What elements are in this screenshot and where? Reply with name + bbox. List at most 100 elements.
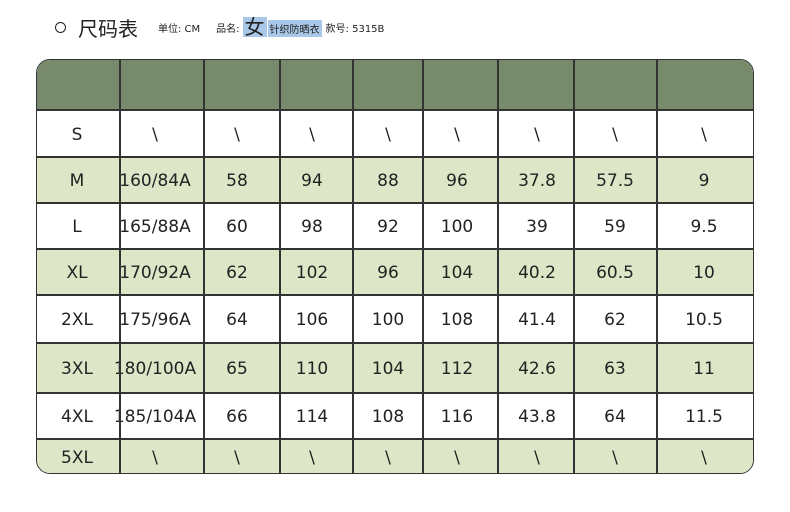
table-cell: 39 xyxy=(526,217,548,237)
column-divider xyxy=(279,60,281,473)
row-divider xyxy=(37,294,753,296)
unit-label: 单位: CM xyxy=(158,23,201,35)
size-label: 5XL xyxy=(61,448,93,468)
table-row: M 160/84A 58 94 88 96 37.8 57.5 9 xyxy=(37,157,753,203)
table-cell: 58 xyxy=(226,171,248,191)
table-row: 2XL 175/96A 64 106 100 108 41.4 62 10.5 xyxy=(37,295,753,343)
size-label: M xyxy=(69,171,85,191)
table-cell: \ xyxy=(454,124,460,145)
table-cell: 62 xyxy=(226,263,248,283)
table-cell: 60.5 xyxy=(596,263,634,283)
table-cell: 66 xyxy=(226,407,248,427)
table-cell: 57.5 xyxy=(596,171,634,191)
size-label: 4XL xyxy=(61,407,93,427)
row-divider xyxy=(37,109,753,111)
circle-bullet-icon xyxy=(55,21,66,33)
table-cell: \ xyxy=(385,448,391,468)
table-cell: 180/100A xyxy=(113,359,197,379)
table-cell: \ xyxy=(309,124,315,145)
size-label: 3XL xyxy=(61,359,93,379)
table-cell: 37.8 xyxy=(518,171,556,191)
table-cell: 100 xyxy=(440,217,474,237)
table-cell: 92 xyxy=(377,217,399,237)
table-cell: 42.6 xyxy=(518,359,556,379)
table-cell: 40.2 xyxy=(518,263,556,283)
table-row: XL 170/92A 62 102 96 104 40.2 60.5 10 xyxy=(37,249,753,295)
table-cell: 94 xyxy=(301,171,323,191)
table-cell: \ xyxy=(234,448,240,468)
product-label: 品名: xyxy=(216,23,240,35)
table-cell: \ xyxy=(385,124,391,145)
style-number: 款号: 5315B xyxy=(325,23,385,35)
table-cell: 112 xyxy=(440,359,474,379)
table-cell: 110 xyxy=(295,359,329,379)
table-cell: 114 xyxy=(295,407,329,427)
table-cell: 11.5 xyxy=(685,407,723,427)
table-cell: \ xyxy=(612,448,618,468)
column-divider xyxy=(497,60,499,473)
table-cell: 108 xyxy=(371,407,405,427)
column-divider xyxy=(573,60,575,473)
table-cell: 185/104A xyxy=(113,407,197,427)
table-cell: 108 xyxy=(440,310,474,330)
column-divider xyxy=(656,60,658,473)
column-divider xyxy=(422,60,424,473)
size-label: L xyxy=(72,217,82,237)
table-cell: 96 xyxy=(446,171,468,191)
product-type: 针织防晒衣 xyxy=(267,20,322,37)
table-cell: \ xyxy=(454,448,460,468)
size-label: 2XL xyxy=(61,310,93,330)
table-cell: 88 xyxy=(377,171,399,191)
table-row: 5XL \ \ \ \ \ \ \ \ xyxy=(37,439,753,473)
table-cell: 64 xyxy=(604,407,626,427)
table-cell: \ xyxy=(534,124,540,145)
table-cell: \ xyxy=(701,448,707,468)
table-cell: 98 xyxy=(301,217,323,237)
size-table: S \ \ \ \ \ \ \ \ M 160/84A 58 94 88 96 37.8 57.5 9 L 165/8… xyxy=(36,59,754,474)
row-divider xyxy=(37,392,753,394)
table-cell: \ xyxy=(701,124,707,145)
row-divider xyxy=(37,438,753,440)
table-cell: 10 xyxy=(693,263,715,283)
table-cell: 63 xyxy=(604,359,626,379)
table-cell: 9.5 xyxy=(690,217,718,237)
table-cell: 175/96A xyxy=(119,310,191,330)
table-cell: \ xyxy=(612,124,618,145)
table-cell: 43.8 xyxy=(518,407,556,427)
table-cell: \ xyxy=(309,448,315,468)
table-cell: 102 xyxy=(295,263,329,283)
chart-header: 尺码表 单位: CM 品名: 女 针织防晒衣 款号: 5315B xyxy=(55,12,384,42)
table-cell: 104 xyxy=(371,359,405,379)
table-cell: 116 xyxy=(440,407,474,427)
row-divider xyxy=(37,202,753,204)
table-row: 3XL 180/100A 65 110 104 112 42.6 63 11 xyxy=(37,343,753,393)
table-cell: 165/88A xyxy=(119,217,191,237)
product-name: 女 针织防晒衣 xyxy=(242,17,322,37)
table-cell: 41.4 xyxy=(518,310,556,330)
table-cell: \ xyxy=(234,124,240,145)
column-divider xyxy=(203,60,205,473)
table-cell: 10.5 xyxy=(685,310,723,330)
table-cell: 62 xyxy=(604,310,626,330)
column-divider xyxy=(352,60,354,473)
table-cell: 60 xyxy=(226,217,248,237)
table-cell: 160/84A xyxy=(119,171,191,191)
column-divider xyxy=(119,60,121,473)
table-header-row xyxy=(37,60,753,110)
table-cell: 170/92A xyxy=(119,263,191,283)
page-title: 尺码表 xyxy=(78,16,138,41)
table-cell: 65 xyxy=(226,359,248,379)
table-cell: \ xyxy=(152,448,158,468)
table-cell: 11 xyxy=(693,359,715,379)
table-cell: 59 xyxy=(604,217,626,237)
table-row: S \ \ \ \ \ \ \ \ xyxy=(37,110,753,157)
table-cell: 9 xyxy=(698,171,710,191)
size-label: S xyxy=(71,124,83,145)
table-cell: \ xyxy=(152,124,158,145)
table-cell: 64 xyxy=(226,310,248,330)
table-cell: 106 xyxy=(295,310,329,330)
row-divider xyxy=(37,156,753,158)
table-cell: 104 xyxy=(440,263,474,283)
table-cell: \ xyxy=(534,448,540,468)
row-divider xyxy=(37,248,753,250)
